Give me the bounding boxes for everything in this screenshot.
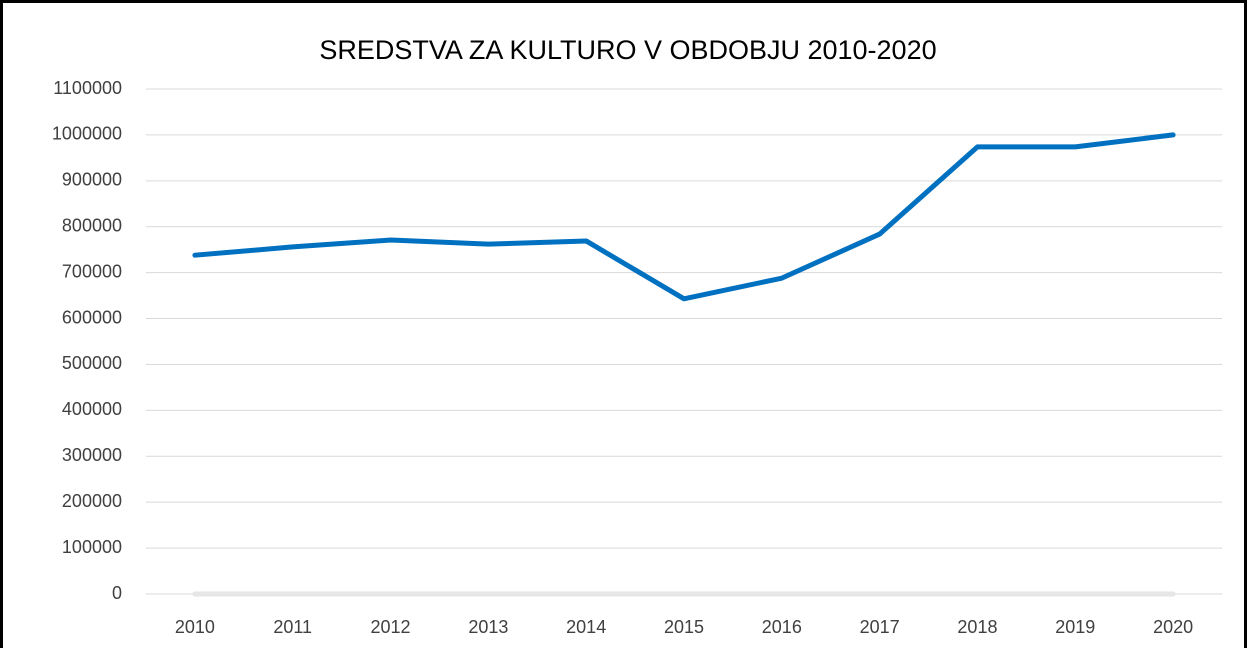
x-tick-label: 2016 [762,617,802,637]
y-tick-label: 700000 [62,261,122,281]
x-tick-label: 2019 [1055,617,1095,637]
x-tick-label: 2017 [860,617,900,637]
y-tick-label: 300000 [62,445,122,465]
y-tick-label: 900000 [62,170,122,190]
x-tick-label: 2014 [566,617,606,637]
chart-title: SREDSTVA ZA KULTURO V OBDOBJU 2010-2020 [319,35,936,65]
y-tick-label: 400000 [62,399,122,419]
y-tick-label: 600000 [62,307,122,327]
y-tick-label: 200000 [62,491,122,511]
y-tick-label: 800000 [62,215,122,235]
y-tick-label: 1100000 [53,78,122,98]
y-tick-label: 0 [112,583,122,603]
x-tick-label: 2010 [175,617,215,637]
x-tick-label: 2018 [957,617,997,637]
y-tick-label: 500000 [62,353,122,373]
y-tick-label: 100000 [62,537,122,557]
x-tick-label: 2020 [1153,617,1193,637]
y-tick-label: 1000000 [52,124,122,144]
x-tick-label: 2015 [664,617,704,637]
x-tick-label: 2013 [468,617,508,637]
x-tick-label: 2011 [273,617,312,637]
line-series [192,132,1176,302]
x-tick-label: 2012 [371,617,411,637]
